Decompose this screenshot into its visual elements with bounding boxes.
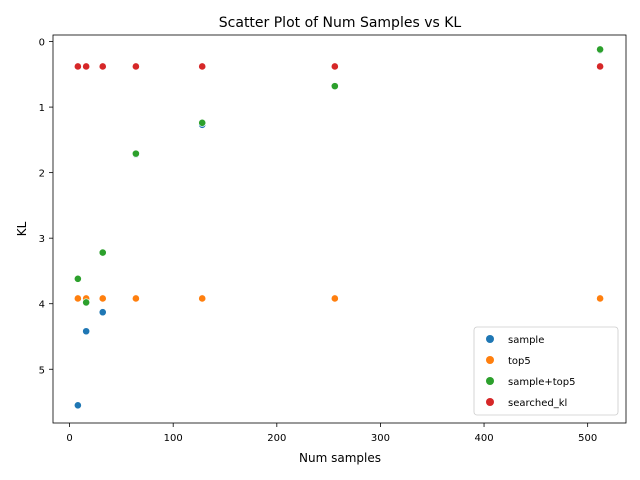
plot-area <box>73 45 604 410</box>
data-point <box>82 298 91 307</box>
x-tick-label: 200 <box>267 433 286 444</box>
y-tick-label: 4 <box>39 300 45 311</box>
data-point <box>73 294 82 303</box>
data-point <box>131 294 140 303</box>
data-point <box>596 62 604 71</box>
data-point <box>198 294 207 303</box>
y-tick-label: 1 <box>39 103 45 114</box>
x-tick-label: 0 <box>66 433 72 444</box>
data-point <box>98 248 107 257</box>
data-point <box>596 294 604 303</box>
data-point <box>330 82 339 91</box>
legend-marker <box>486 335 494 343</box>
y-tick-label: 5 <box>39 365 45 376</box>
data-point <box>131 62 140 71</box>
data-point <box>82 327 91 336</box>
x-axis-label: Num samples <box>299 451 381 465</box>
legend-marker <box>486 356 494 364</box>
legend-label: searched_kl <box>508 398 567 409</box>
data-point <box>98 294 107 303</box>
y-tick-label: 0 <box>39 38 45 49</box>
y-tick-label: 3 <box>39 234 45 245</box>
legend: sample top5 sample+top5 searched_kl <box>473 326 619 416</box>
data-point <box>98 308 107 317</box>
legend-label: sample+top5 <box>508 377 576 388</box>
legend-item: sample <box>486 335 544 346</box>
data-point <box>330 294 339 303</box>
data-point <box>131 149 140 158</box>
axes-frame <box>52 34 627 424</box>
chart-title: Scatter Plot of Num Samples vs KL <box>219 15 462 31</box>
data-point <box>330 62 339 71</box>
legend-marker <box>486 398 494 406</box>
legend-marker <box>486 377 494 385</box>
legend-label: sample <box>508 335 544 346</box>
y-axis: 0 1 2 3 4 5 <box>39 38 53 376</box>
legend-item: sample+top5 <box>486 377 576 388</box>
legend-item: top5 <box>486 356 531 367</box>
legend-label: top5 <box>508 356 531 367</box>
series-searched_kl <box>73 62 604 71</box>
data-point <box>73 274 82 283</box>
legend-box <box>473 326 619 416</box>
data-point <box>198 62 207 71</box>
data-point <box>73 401 82 410</box>
y-tick-label: 2 <box>39 169 45 180</box>
data-point <box>82 62 91 71</box>
data-point <box>198 118 207 127</box>
x-tick-label: 500 <box>578 433 597 444</box>
x-axis: 0 100 200 300 400 500 <box>66 423 597 444</box>
series-top5 <box>73 294 604 303</box>
data-point <box>73 62 82 71</box>
x-tick-label: 100 <box>164 433 183 444</box>
data-point <box>98 62 107 71</box>
series-sample+top5 <box>73 45 604 307</box>
x-tick-label: 300 <box>371 433 390 444</box>
y-axis-label: KL <box>15 221 29 236</box>
data-point <box>596 45 604 54</box>
x-tick-label: 400 <box>474 433 493 444</box>
legend-item: searched_kl <box>486 398 567 409</box>
